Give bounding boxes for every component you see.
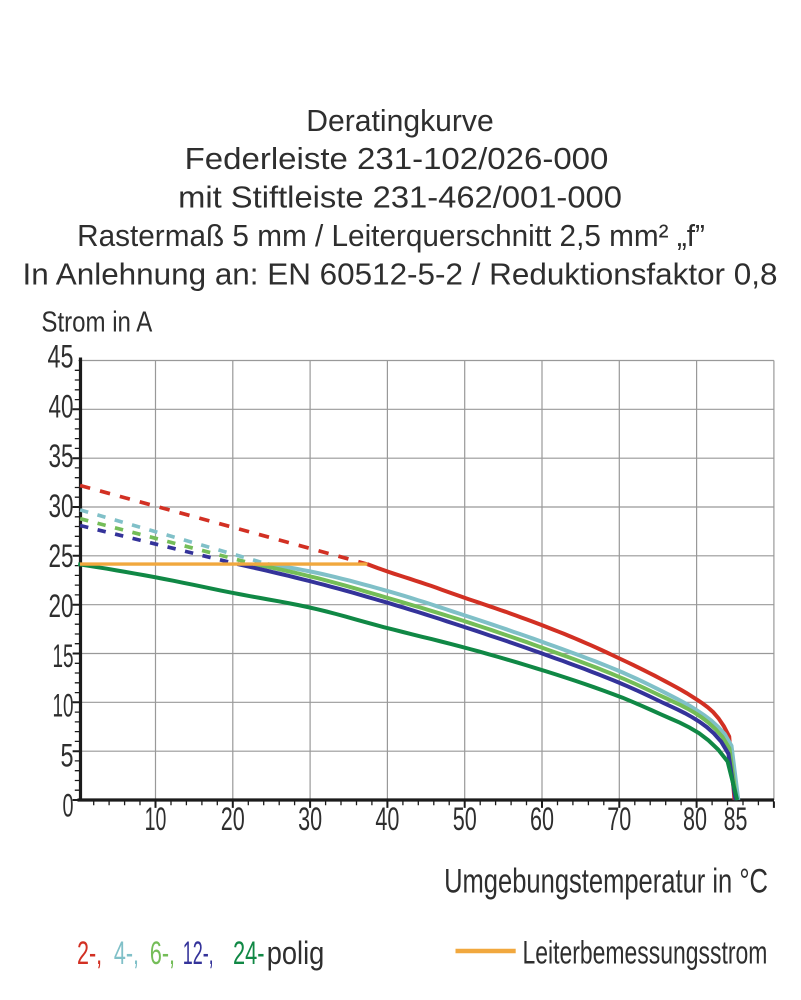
svg-text:Leiterbemessungsstrom: Leiterbemessungsstrom	[523, 935, 768, 971]
svg-text:12-,: 12-,	[183, 937, 214, 972]
svg-text:20: 20	[49, 588, 74, 624]
svg-text:mit Stiftleiste 231-462/001-00: mit Stiftleiste 231-462/001-000	[178, 180, 622, 215]
svg-text:50: 50	[453, 801, 477, 837]
svg-text:6-,: 6-,	[150, 935, 175, 971]
svg-text:30: 30	[49, 488, 74, 524]
svg-text:40: 40	[375, 801, 399, 837]
svg-text:70: 70	[607, 801, 631, 837]
svg-text:5: 5	[60, 738, 73, 773]
svg-text:35: 35	[49, 438, 74, 474]
svg-text:10: 10	[145, 801, 167, 837]
svg-text:25: 25	[49, 538, 74, 574]
svg-text:2-,: 2-,	[77, 935, 102, 971]
svg-text:4-,: 4-,	[114, 935, 139, 971]
svg-text:15: 15	[53, 638, 74, 675]
svg-text:In Anlehnung an: EN 60512-5-2: In Anlehnung an: EN 60512-5-2 / Reduktio…	[23, 257, 778, 291]
svg-text:Umgebungstemperatur in °C: Umgebungstemperatur in °C	[444, 863, 768, 900]
svg-text:85: 85	[724, 801, 748, 837]
svg-text:60: 60	[530, 801, 554, 837]
svg-text:Deratingkurve: Deratingkurve	[306, 105, 493, 138]
svg-text:Rastermaß 5 mm / Leiterquersch: Rastermaß 5 mm / Leiterquerschnitt 2,5 m…	[77, 220, 705, 253]
svg-text:80: 80	[683, 801, 707, 837]
svg-text:10: 10	[53, 687, 74, 724]
svg-text:45: 45	[47, 339, 73, 374]
svg-text:20: 20	[221, 801, 245, 837]
svg-text:Federleiste 231-102/026-000: Federleiste 231-102/026-000	[185, 141, 609, 176]
svg-text:40: 40	[49, 388, 74, 424]
svg-text:30: 30	[298, 801, 322, 837]
svg-text:polig: polig	[267, 936, 325, 972]
svg-text:Strom in A: Strom in A	[41, 305, 152, 337]
svg-text:24-: 24-	[233, 935, 264, 971]
svg-text:0: 0	[62, 788, 73, 824]
